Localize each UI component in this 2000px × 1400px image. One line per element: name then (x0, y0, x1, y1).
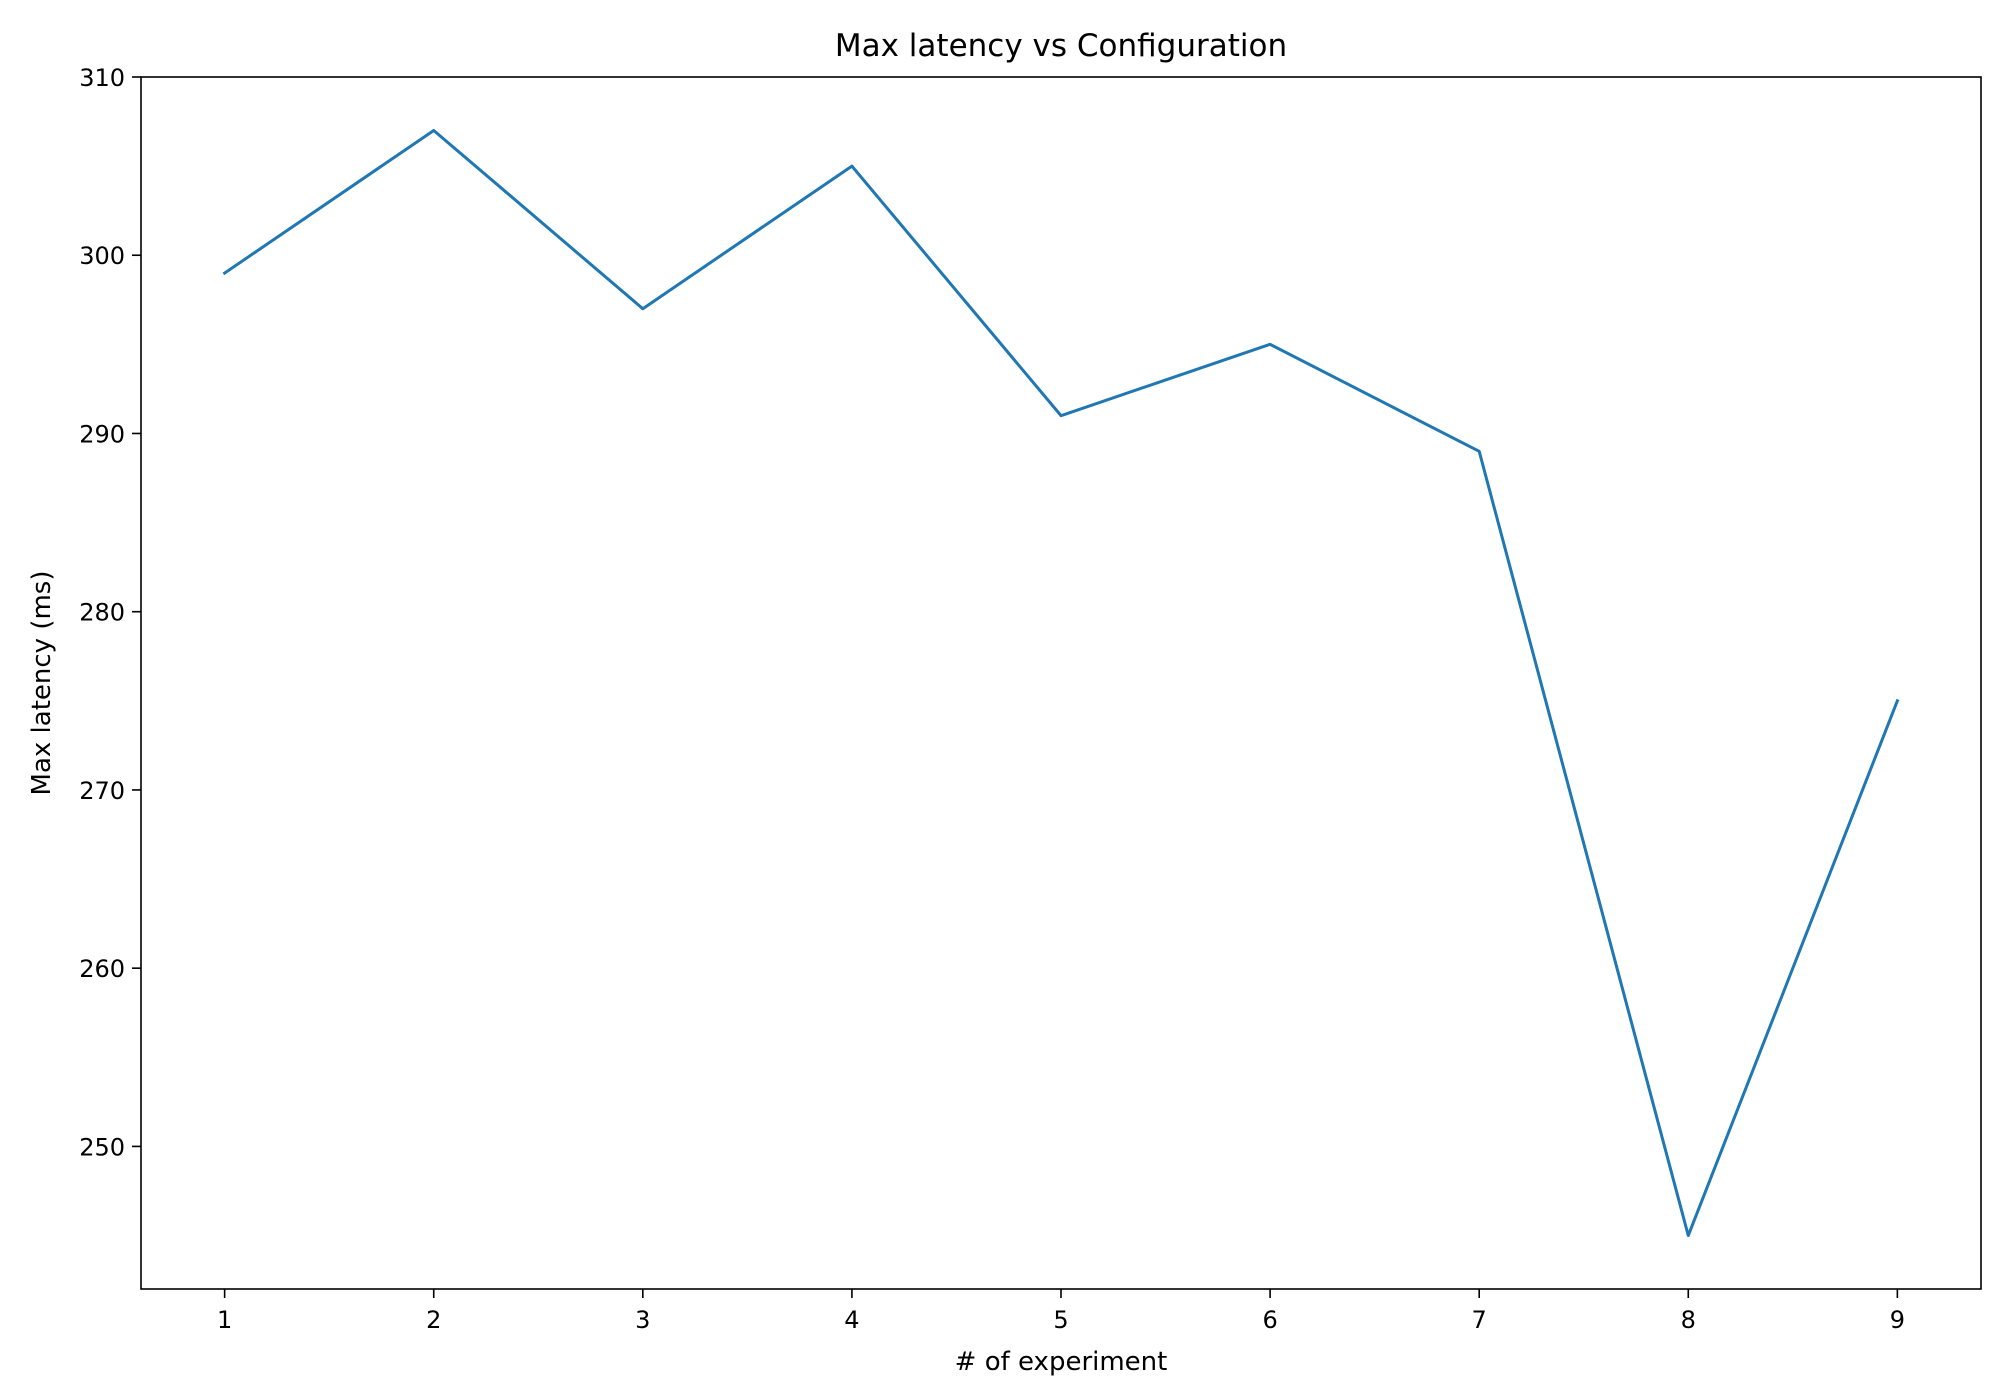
x-tick-label: 6 (1262, 1306, 1277, 1334)
x-tick-label: 7 (1472, 1306, 1487, 1334)
y-tick-label: 260 (79, 955, 125, 983)
chart-title: Max latency vs Configuration (835, 28, 1287, 64)
x-tick-label: 2 (426, 1306, 441, 1334)
y-tick-label: 250 (79, 1133, 125, 1161)
x-tick-label: 8 (1681, 1306, 1696, 1334)
y-tick-label: 310 (79, 64, 125, 92)
y-tick-label: 300 (79, 242, 125, 270)
y-tick-label: 270 (79, 777, 125, 805)
y-axis-label: Max latency (ms) (27, 571, 57, 796)
x-tick-label: 1 (217, 1306, 232, 1334)
x-tick-label: 3 (635, 1306, 650, 1334)
x-axis-label: # of experiment (955, 1347, 1168, 1377)
x-tick-label: 4 (844, 1306, 859, 1334)
y-tick-label: 280 (79, 599, 125, 627)
x-tick-label: 5 (1053, 1306, 1068, 1334)
y-axis: 250 260 270 280 290 300 310 (79, 64, 141, 1161)
y-tick-label: 290 (79, 420, 125, 448)
x-tick-label: 9 (1890, 1306, 1905, 1334)
series-layer (222, 128, 1900, 1238)
x-axis: 1 2 3 4 5 6 7 8 9 (217, 1289, 1905, 1334)
series-line (222, 128, 1900, 1238)
